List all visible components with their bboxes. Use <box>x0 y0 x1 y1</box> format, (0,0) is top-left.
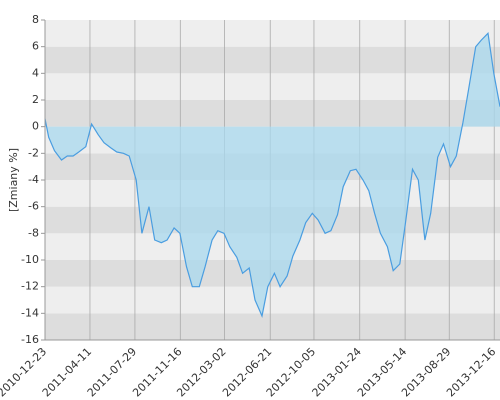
y-tick-label: -4 <box>28 173 39 186</box>
y-tick-label: -10 <box>21 253 39 266</box>
line <box>44 32 500 318</box>
grid-band <box>45 100 500 127</box>
y-tick-label: -16 <box>21 333 39 346</box>
y-tick-label: 0 <box>32 120 39 133</box>
y-tick-label: 4 <box>32 66 39 79</box>
y-tick-label: 8 <box>32 13 39 26</box>
y-tick-label: -6 <box>28 200 39 213</box>
y-tick-label: -8 <box>28 226 39 239</box>
y-axis-label: [Zmiany %] <box>7 148 20 212</box>
grid-band <box>45 286 500 314</box>
grid-band <box>45 46 500 74</box>
y-tick-label: -12 <box>21 280 39 293</box>
y-tick-label: -14 <box>21 306 39 319</box>
y-tick-label: 6 <box>32 40 39 53</box>
y-tick-label: -2 <box>28 146 39 159</box>
grid-band <box>45 313 500 340</box>
grid-band <box>45 20 500 47</box>
area <box>45 33 500 317</box>
y-tick-label: 2 <box>32 93 39 106</box>
grid-band <box>45 73 500 100</box>
